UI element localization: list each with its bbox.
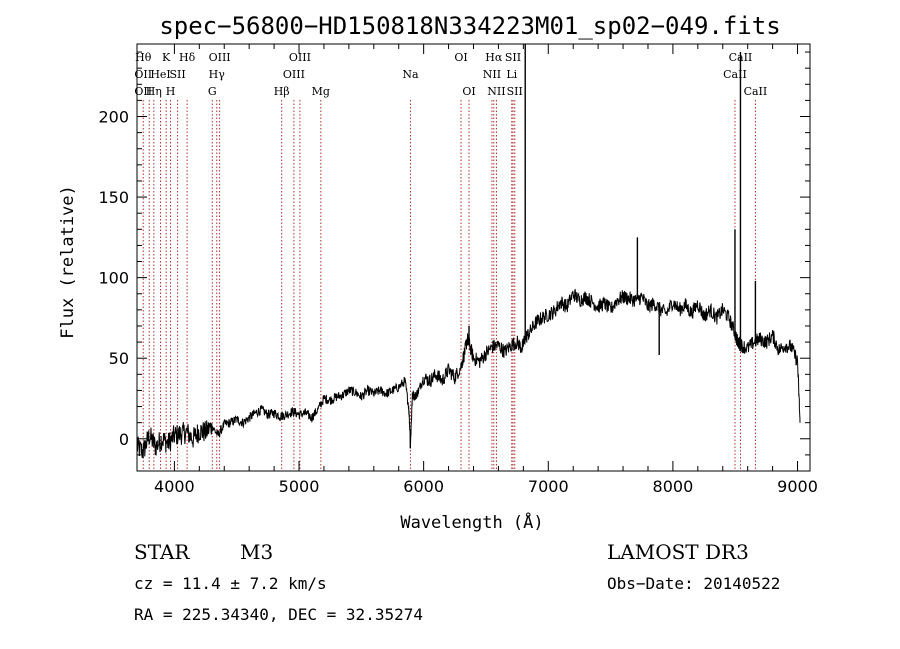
x-tick-label: 8000 <box>653 477 694 496</box>
spectrum-series-line <box>136 288 801 459</box>
spectral-line-label: OI <box>462 85 475 98</box>
spectral-line-label: Mg <box>312 85 330 98</box>
emission-spikes <box>409 44 757 449</box>
spectral-line-label: CaII <box>744 85 768 98</box>
spectral-line-label: NII <box>483 68 501 81</box>
spectral-line-label: Hθ <box>135 51 152 64</box>
spectral-line-label: Hη <box>146 85 162 98</box>
x-tick-label: 4000 <box>154 477 195 496</box>
spectral-line-label: H <box>166 85 176 98</box>
redshift-cz: cz = 11.4 ± 7.2 km/s <box>134 574 327 593</box>
chart-title: spec−56800−HD150818N334223M01_sp02−049.f… <box>159 12 780 40</box>
spectral-line-label: HeI <box>150 68 170 81</box>
y-tick-label: 0 <box>119 430 129 449</box>
x-tick-label: 5000 <box>279 477 320 496</box>
spectral-line-labels: HθOIIOIIHηHeIKHSIIHδGHγOIIIHβOIIIOIIIMgN… <box>134 51 767 98</box>
spectral-line-label: Hβ <box>274 85 290 98</box>
spectral-line-label: OII <box>134 85 152 98</box>
spectral-line-markers <box>142 100 756 471</box>
spectral-line-label: Hγ <box>209 68 226 81</box>
y-tick-label: 150 <box>98 188 129 207</box>
spectral-line-label: NII <box>487 85 505 98</box>
spectral-line-label: CaII <box>723 68 747 81</box>
observation-date: Obs−Date: 20140522 <box>607 574 780 593</box>
y-axis-label: Flux (relative) <box>58 185 78 339</box>
spectral-line-label: G <box>208 85 217 98</box>
x-tick-label: 7000 <box>528 477 569 496</box>
spectral-line-label: SII <box>170 68 186 81</box>
spectral-line-label: OI <box>454 51 467 64</box>
survey-name: LAMOST DR3 <box>607 540 749 564</box>
spectral-line-label: Hδ <box>179 51 196 64</box>
y-tick-label: 200 <box>98 108 129 127</box>
ra-dec-coordinates: RA = 225.34340, DEC = 32.35274 <box>134 605 423 624</box>
x-tick-label: 9000 <box>777 477 818 496</box>
y-tick-label: 50 <box>109 349 129 368</box>
axis-ticks: 4000 5000 6000 7000 8000 9000 0 50 100 150 200 <box>98 44 818 496</box>
spectral-line-label: K <box>162 51 171 64</box>
spectral-line-label: SII <box>505 51 521 64</box>
spectral-line-label: Na <box>402 68 419 81</box>
spectral-line-label: SII <box>507 85 523 98</box>
object-class: STAR <box>134 540 190 564</box>
y-tick-label: 100 <box>98 269 129 288</box>
plot-frame <box>136 43 811 472</box>
spectral-line-label: OII <box>134 68 152 81</box>
spectral-line-label: OIII <box>283 68 305 81</box>
object-subclass: M3 <box>240 540 273 564</box>
spectral-line-label: Hα <box>485 51 503 64</box>
x-axis-label: Wavelength (Å) <box>400 511 543 533</box>
spectral-line-label: OIII <box>289 51 311 64</box>
spectral-line-label: Li <box>506 68 517 81</box>
spectral-line-label: OIII <box>209 51 231 64</box>
x-tick-label: 6000 <box>403 477 444 496</box>
